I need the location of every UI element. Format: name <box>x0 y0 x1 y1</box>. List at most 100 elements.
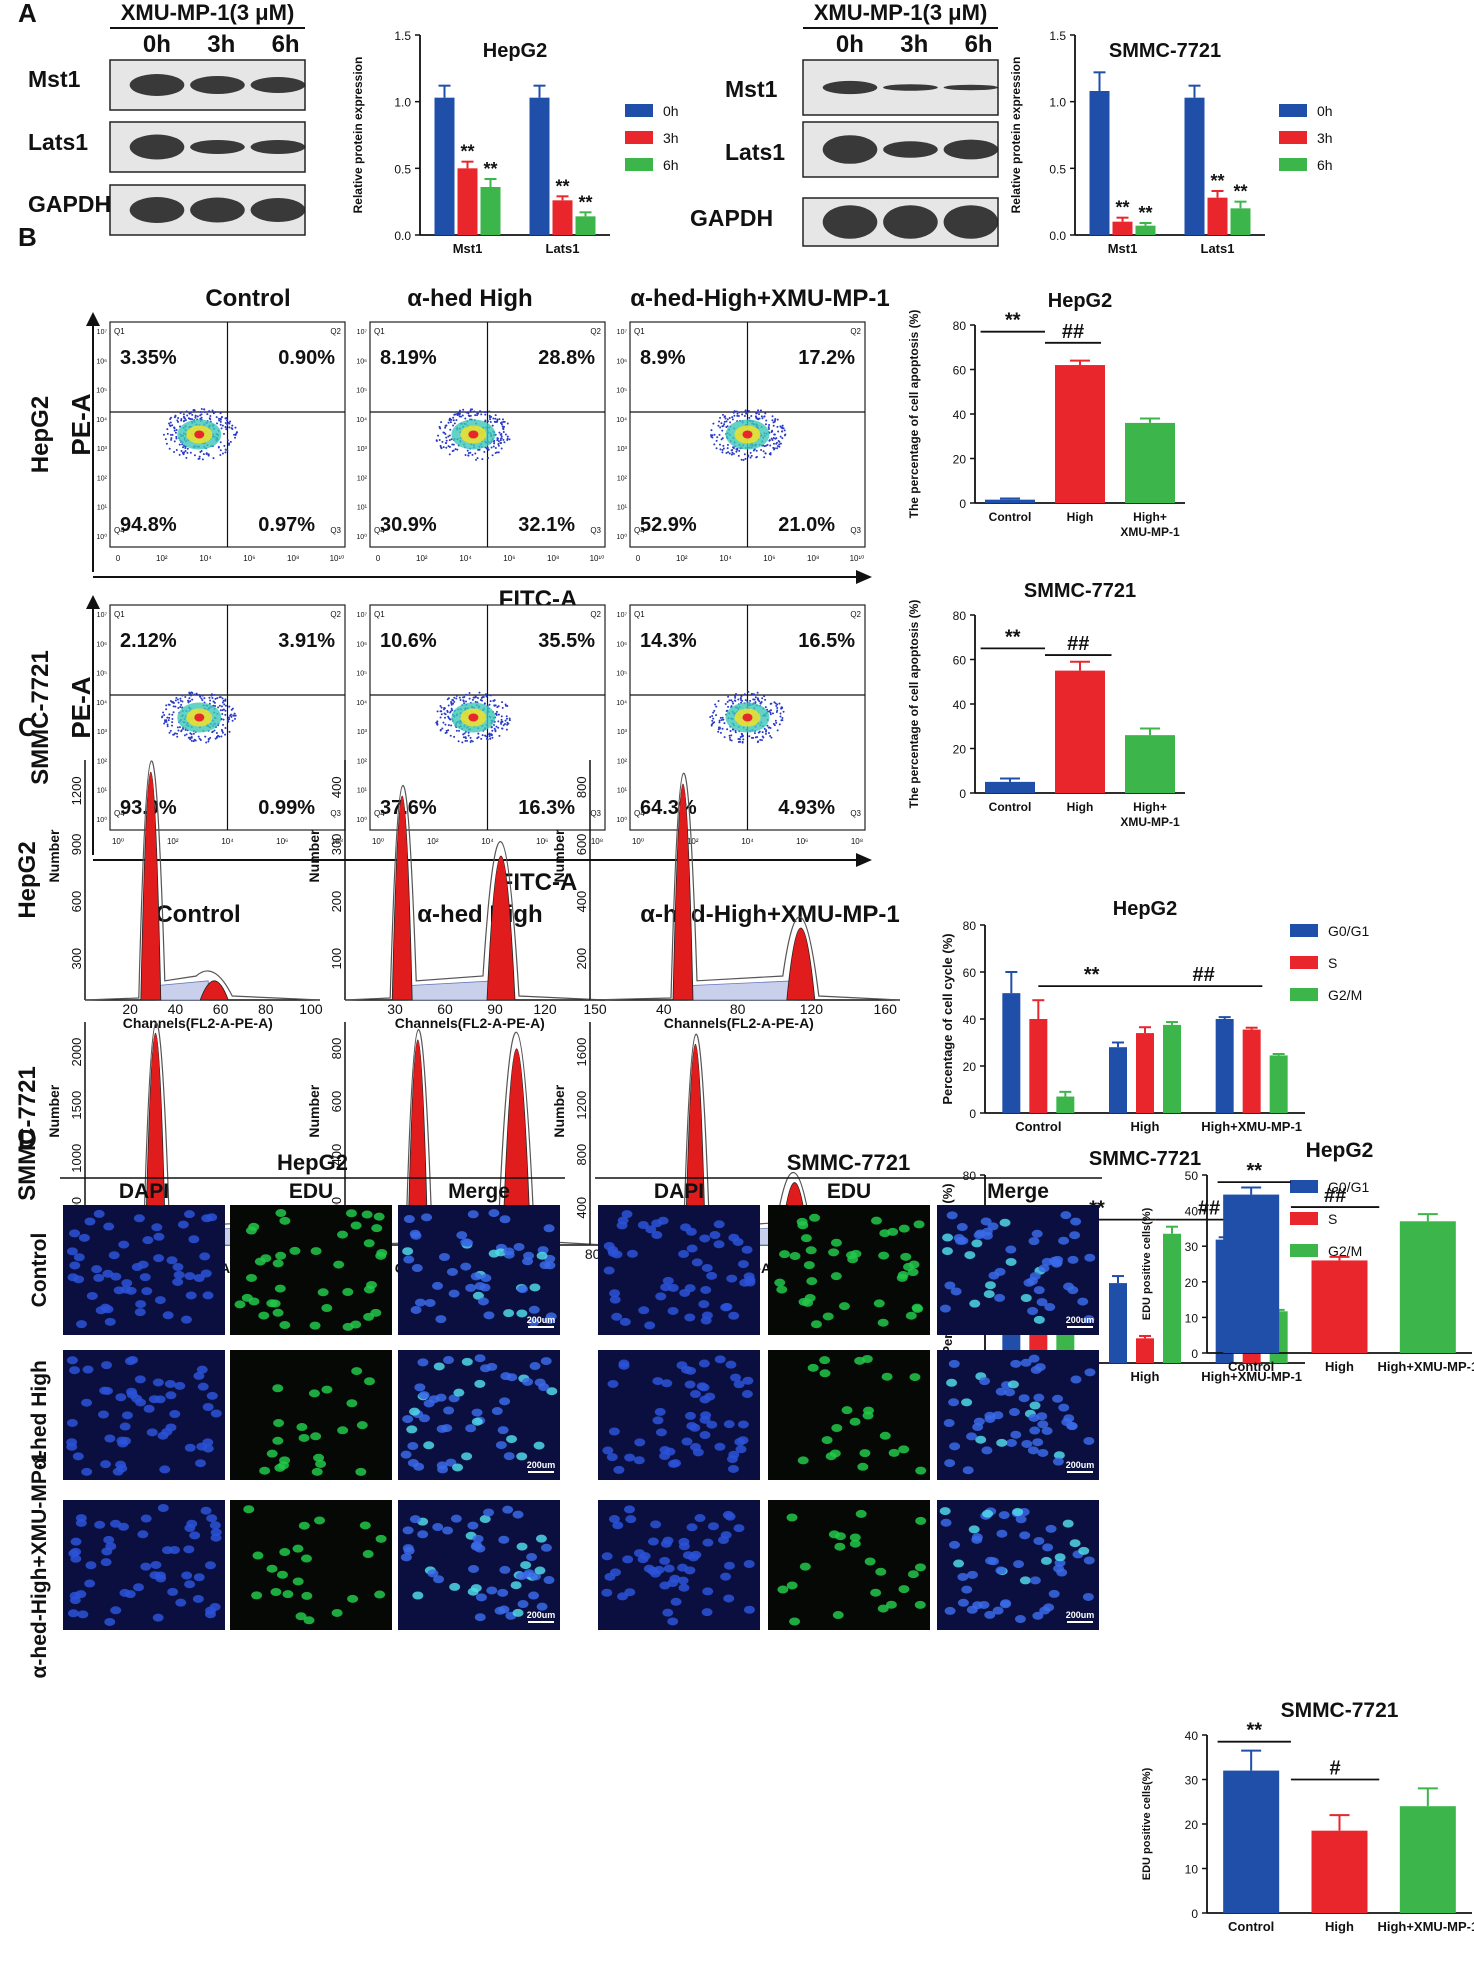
event-dot <box>227 421 230 424</box>
cell-nucleus <box>699 1431 711 1440</box>
event-dot <box>781 430 784 433</box>
cell-nucleus <box>93 1273 105 1282</box>
cell-nucleus <box>502 1505 514 1514</box>
event-dot <box>191 413 194 416</box>
event-dot <box>735 448 738 451</box>
event-dot <box>749 451 752 454</box>
event-dot <box>171 713 174 716</box>
density-contour <box>742 430 753 439</box>
event-dot <box>182 446 185 449</box>
event-dot <box>779 442 782 445</box>
event-dot <box>779 425 782 428</box>
cell-nucleus <box>678 1250 690 1259</box>
y-tick-label: 10⁴ <box>356 700 367 707</box>
cell-nucleus <box>964 1251 976 1260</box>
event-dot <box>763 415 766 418</box>
cell-nucleus <box>612 1521 624 1530</box>
cell-nucleus <box>526 1553 538 1562</box>
cell-nucleus <box>713 1240 725 1249</box>
cell-nucleus <box>998 1511 1010 1520</box>
cell-nucleus <box>1005 1257 1017 1266</box>
event-dot <box>217 445 220 448</box>
x-tick-label: 120 <box>800 1001 824 1017</box>
stain-label: EDU <box>289 1180 333 1203</box>
event-dot <box>488 735 491 738</box>
event-dot <box>734 696 737 699</box>
y-tick-label: 10 <box>1185 1311 1199 1325</box>
event-dot <box>499 433 502 436</box>
event-dot <box>732 447 735 450</box>
density-contour <box>742 713 753 722</box>
cell-nucleus <box>124 1357 136 1366</box>
s-phase-area <box>688 980 796 1001</box>
x-tick-label: 10⁴ <box>221 837 234 846</box>
event-dot <box>723 736 726 739</box>
cell-nucleus <box>544 1261 556 1270</box>
cell-nucleus <box>157 1504 169 1513</box>
event-dot <box>202 453 205 456</box>
x-tick-label: 0 <box>376 554 381 563</box>
event-dot <box>461 741 464 744</box>
cell-nucleus <box>898 1445 910 1454</box>
event-dot <box>201 458 204 461</box>
cell-nucleus <box>363 1239 375 1248</box>
cell-nucleus <box>543 1576 555 1585</box>
event-dot <box>725 451 728 454</box>
bar <box>552 200 573 235</box>
cell-nucleus <box>279 1216 291 1225</box>
condition-title: Control <box>205 285 290 312</box>
cell-nucleus <box>915 1516 927 1525</box>
y-axis-label: Relative protein expression <box>351 57 365 214</box>
cell-nucleus <box>800 1234 812 1243</box>
cell-nucleus <box>522 1377 534 1386</box>
event-dot <box>205 452 208 455</box>
x-tick-label: 10⁶ <box>796 837 808 846</box>
protein-band <box>822 80 878 95</box>
y-tick-label: 10⁷ <box>357 612 368 619</box>
micrograph: 200um <box>398 1205 560 1335</box>
event-dot <box>452 424 455 427</box>
bar <box>1311 1260 1368 1353</box>
event-dot <box>175 437 178 440</box>
g2-peak <box>199 980 229 1001</box>
category-label: High+XMU-MP-1 <box>1377 1919 1474 1934</box>
bar <box>1089 91 1110 235</box>
row-label: α-hed High <box>28 1360 51 1470</box>
quadrant-value: 30.9% <box>380 514 437 536</box>
cell-nucleus <box>877 1318 889 1327</box>
category-label: Mst1 <box>453 241 483 256</box>
event-dot <box>719 716 722 719</box>
event-dot <box>492 445 495 448</box>
blot-row-label: GAPDH <box>690 205 773 231</box>
event-dot <box>723 722 726 725</box>
cell-nucleus <box>75 1514 87 1523</box>
event-dot <box>754 415 757 418</box>
quadrant-value: 35.5% <box>538 630 595 652</box>
event-dot <box>779 715 782 718</box>
cell-nucleus <box>727 1464 739 1473</box>
event-dot <box>218 704 221 707</box>
significance-mark: ## <box>1193 964 1215 986</box>
x-tick-label: 100 <box>299 1001 323 1017</box>
chart-title: SMMC-7721 <box>1024 580 1136 602</box>
event-dot <box>712 422 715 425</box>
cell-nucleus <box>460 1238 472 1247</box>
category-label: High+XMU-MP-1 <box>1201 1369 1302 1384</box>
cell-nucleus <box>728 1311 740 1320</box>
event-dot <box>189 700 192 703</box>
event-dot <box>436 723 439 726</box>
category-label: High <box>1067 510 1094 524</box>
cell-nucleus <box>888 1448 900 1457</box>
event-dot <box>743 693 746 696</box>
event-dot <box>721 425 724 428</box>
row-label: α-hed-High+XMU-MP-1 <box>28 1451 51 1678</box>
event-dot <box>452 443 455 446</box>
event-dot <box>454 413 457 416</box>
cell-nucleus <box>973 1417 985 1426</box>
micrograph-background <box>768 1500 930 1630</box>
cell-nucleus <box>1083 1315 1095 1324</box>
cell-nucleus <box>245 1226 257 1235</box>
event-dot <box>725 420 728 423</box>
event-dot <box>506 438 509 441</box>
